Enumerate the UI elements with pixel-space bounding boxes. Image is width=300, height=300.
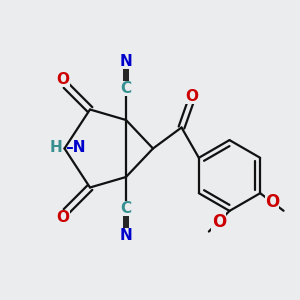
Text: O: O <box>56 210 70 225</box>
Text: C: C <box>120 201 132 216</box>
Text: N: N <box>120 228 132 243</box>
Text: O: O <box>56 72 70 87</box>
Text: N: N <box>120 54 132 69</box>
Text: C: C <box>120 81 132 96</box>
Text: –N: –N <box>65 140 85 155</box>
Text: H: H <box>49 140 62 155</box>
Text: O: O <box>265 193 279 211</box>
Text: O: O <box>212 213 226 231</box>
Text: O: O <box>185 89 199 104</box>
